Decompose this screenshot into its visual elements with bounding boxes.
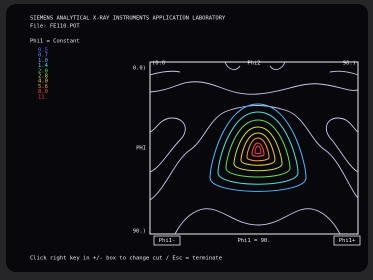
legend-level: 11.	[38, 94, 48, 100]
file-name: File: FE110.POT	[30, 24, 80, 30]
axis-label: PHI	[136, 146, 146, 152]
section: Phi1 = Constant	[30, 39, 80, 45]
axis-label: 90.)	[133, 229, 146, 235]
screen: SIEMENS ANALYTICAL X-RAY INSTRUMENTS APP…	[0, 0, 373, 280]
phi1-value: Phi1 = 90.	[237, 238, 270, 244]
title: SIEMENS ANALYTICAL X-RAY INSTRUMENTS APP…	[30, 16, 226, 22]
axis-label: Phi2	[247, 61, 260, 67]
footer-hint: Click right key in +/- box to change cut…	[30, 256, 222, 262]
axis-label: 90.)	[343, 61, 356, 67]
phi1-plus-label[interactable]: Phi1+	[339, 238, 356, 244]
axis-label: (0.0	[152, 61, 165, 67]
axis-label: 0.0)	[133, 66, 146, 72]
phi1-minus-label[interactable]: Phi1-	[159, 238, 176, 244]
legend: 0.50.71.01.42.02.84.05.68.011.	[38, 48, 49, 101]
